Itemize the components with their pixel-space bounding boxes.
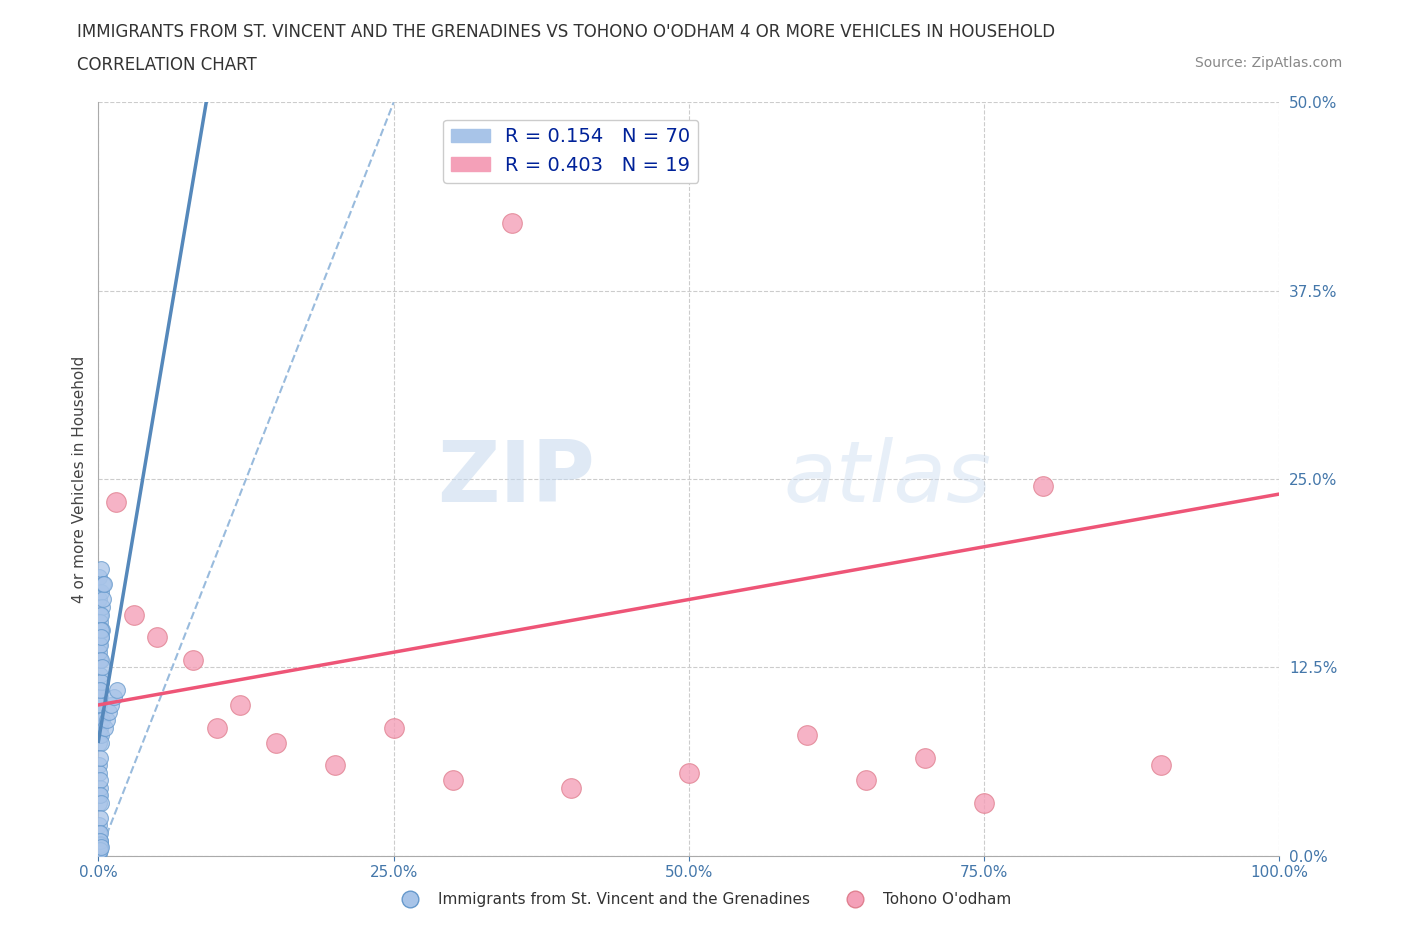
Point bbox=[87, 788, 110, 803]
Point bbox=[90, 607, 112, 622]
Point bbox=[87, 818, 110, 833]
Point bbox=[89, 780, 111, 795]
Text: ZIP: ZIP bbox=[437, 437, 595, 521]
Point bbox=[91, 577, 114, 591]
Point bbox=[91, 622, 114, 637]
Point bbox=[264, 735, 287, 750]
Point bbox=[181, 652, 204, 667]
Point bbox=[89, 765, 111, 780]
Point bbox=[89, 833, 111, 848]
Point bbox=[93, 592, 115, 607]
Point bbox=[146, 630, 169, 644]
Point bbox=[89, 841, 111, 856]
Text: CORRELATION CHART: CORRELATION CHART bbox=[77, 56, 257, 73]
Point bbox=[93, 577, 115, 591]
Point bbox=[89, 683, 111, 698]
Point bbox=[89, 841, 111, 856]
Text: Source: ZipAtlas.com: Source: ZipAtlas.com bbox=[1195, 56, 1343, 70]
Point bbox=[1032, 479, 1054, 494]
Point bbox=[96, 712, 118, 727]
Point bbox=[89, 811, 111, 826]
Point bbox=[90, 795, 112, 810]
Point bbox=[90, 652, 112, 667]
Point bbox=[89, 838, 111, 853]
Point bbox=[796, 727, 818, 742]
Point bbox=[89, 826, 111, 841]
Point bbox=[89, 833, 111, 848]
Point bbox=[89, 652, 111, 667]
Point bbox=[89, 841, 111, 856]
Point bbox=[87, 592, 110, 607]
Point bbox=[89, 569, 111, 584]
Point bbox=[91, 660, 114, 675]
Point bbox=[89, 773, 111, 788]
Point bbox=[89, 607, 111, 622]
Point bbox=[90, 839, 112, 854]
Point bbox=[90, 562, 112, 577]
Point bbox=[914, 751, 936, 765]
Point bbox=[973, 795, 995, 810]
Point bbox=[87, 841, 110, 856]
Point bbox=[89, 712, 111, 727]
Legend: Immigrants from St. Vincent and the Grenadines, Tohono O'odham: Immigrants from St. Vincent and the Gren… bbox=[388, 886, 1018, 913]
Text: atlas: atlas bbox=[783, 437, 991, 521]
Point bbox=[87, 698, 110, 712]
Point bbox=[89, 622, 111, 637]
Point bbox=[90, 727, 112, 742]
Point bbox=[90, 600, 112, 615]
Point bbox=[98, 705, 121, 720]
Point bbox=[205, 720, 228, 735]
Point bbox=[87, 845, 110, 860]
Point bbox=[122, 607, 145, 622]
Point bbox=[94, 720, 117, 735]
Point bbox=[89, 683, 111, 698]
Point bbox=[90, 675, 112, 690]
Y-axis label: 4 or more Vehicles in Household: 4 or more Vehicles in Household bbox=[72, 355, 87, 603]
Point bbox=[90, 622, 112, 637]
Point bbox=[855, 773, 877, 788]
Point bbox=[89, 668, 111, 683]
Point bbox=[103, 690, 125, 705]
Point bbox=[89, 735, 111, 750]
Point bbox=[89, 836, 111, 851]
Point bbox=[89, 644, 111, 659]
Point bbox=[87, 727, 110, 742]
Point bbox=[89, 637, 111, 652]
Point bbox=[229, 698, 252, 712]
Point bbox=[89, 690, 111, 705]
Point bbox=[323, 758, 346, 773]
Point bbox=[89, 843, 111, 857]
Point bbox=[87, 758, 110, 773]
Text: IMMIGRANTS FROM ST. VINCENT AND THE GRENADINES VS TOHONO O'ODHAM 4 OR MORE VEHIC: IMMIGRANTS FROM ST. VINCENT AND THE GREN… bbox=[77, 23, 1056, 41]
Point bbox=[382, 720, 405, 735]
Point bbox=[90, 712, 112, 727]
Point bbox=[100, 698, 122, 712]
Point bbox=[89, 826, 111, 841]
Point bbox=[560, 780, 582, 795]
Point bbox=[89, 833, 111, 848]
Point bbox=[87, 637, 110, 652]
Point bbox=[90, 585, 112, 600]
Point bbox=[89, 751, 111, 765]
Point bbox=[1150, 758, 1173, 773]
Point bbox=[89, 698, 111, 712]
Point bbox=[105, 494, 128, 509]
Legend: R = 0.154   N = 70, R = 0.403   N = 19: R = 0.154 N = 70, R = 0.403 N = 19 bbox=[443, 120, 699, 183]
Point bbox=[89, 720, 111, 735]
Point bbox=[89, 788, 111, 803]
Point bbox=[89, 844, 111, 858]
Point bbox=[90, 630, 112, 644]
Point bbox=[89, 705, 111, 720]
Point bbox=[89, 795, 111, 810]
Point bbox=[501, 216, 523, 231]
Point bbox=[678, 765, 700, 780]
Point bbox=[441, 773, 464, 788]
Point bbox=[89, 844, 111, 858]
Point bbox=[105, 683, 128, 698]
Point bbox=[90, 630, 112, 644]
Point bbox=[89, 615, 111, 630]
Point bbox=[90, 735, 112, 750]
